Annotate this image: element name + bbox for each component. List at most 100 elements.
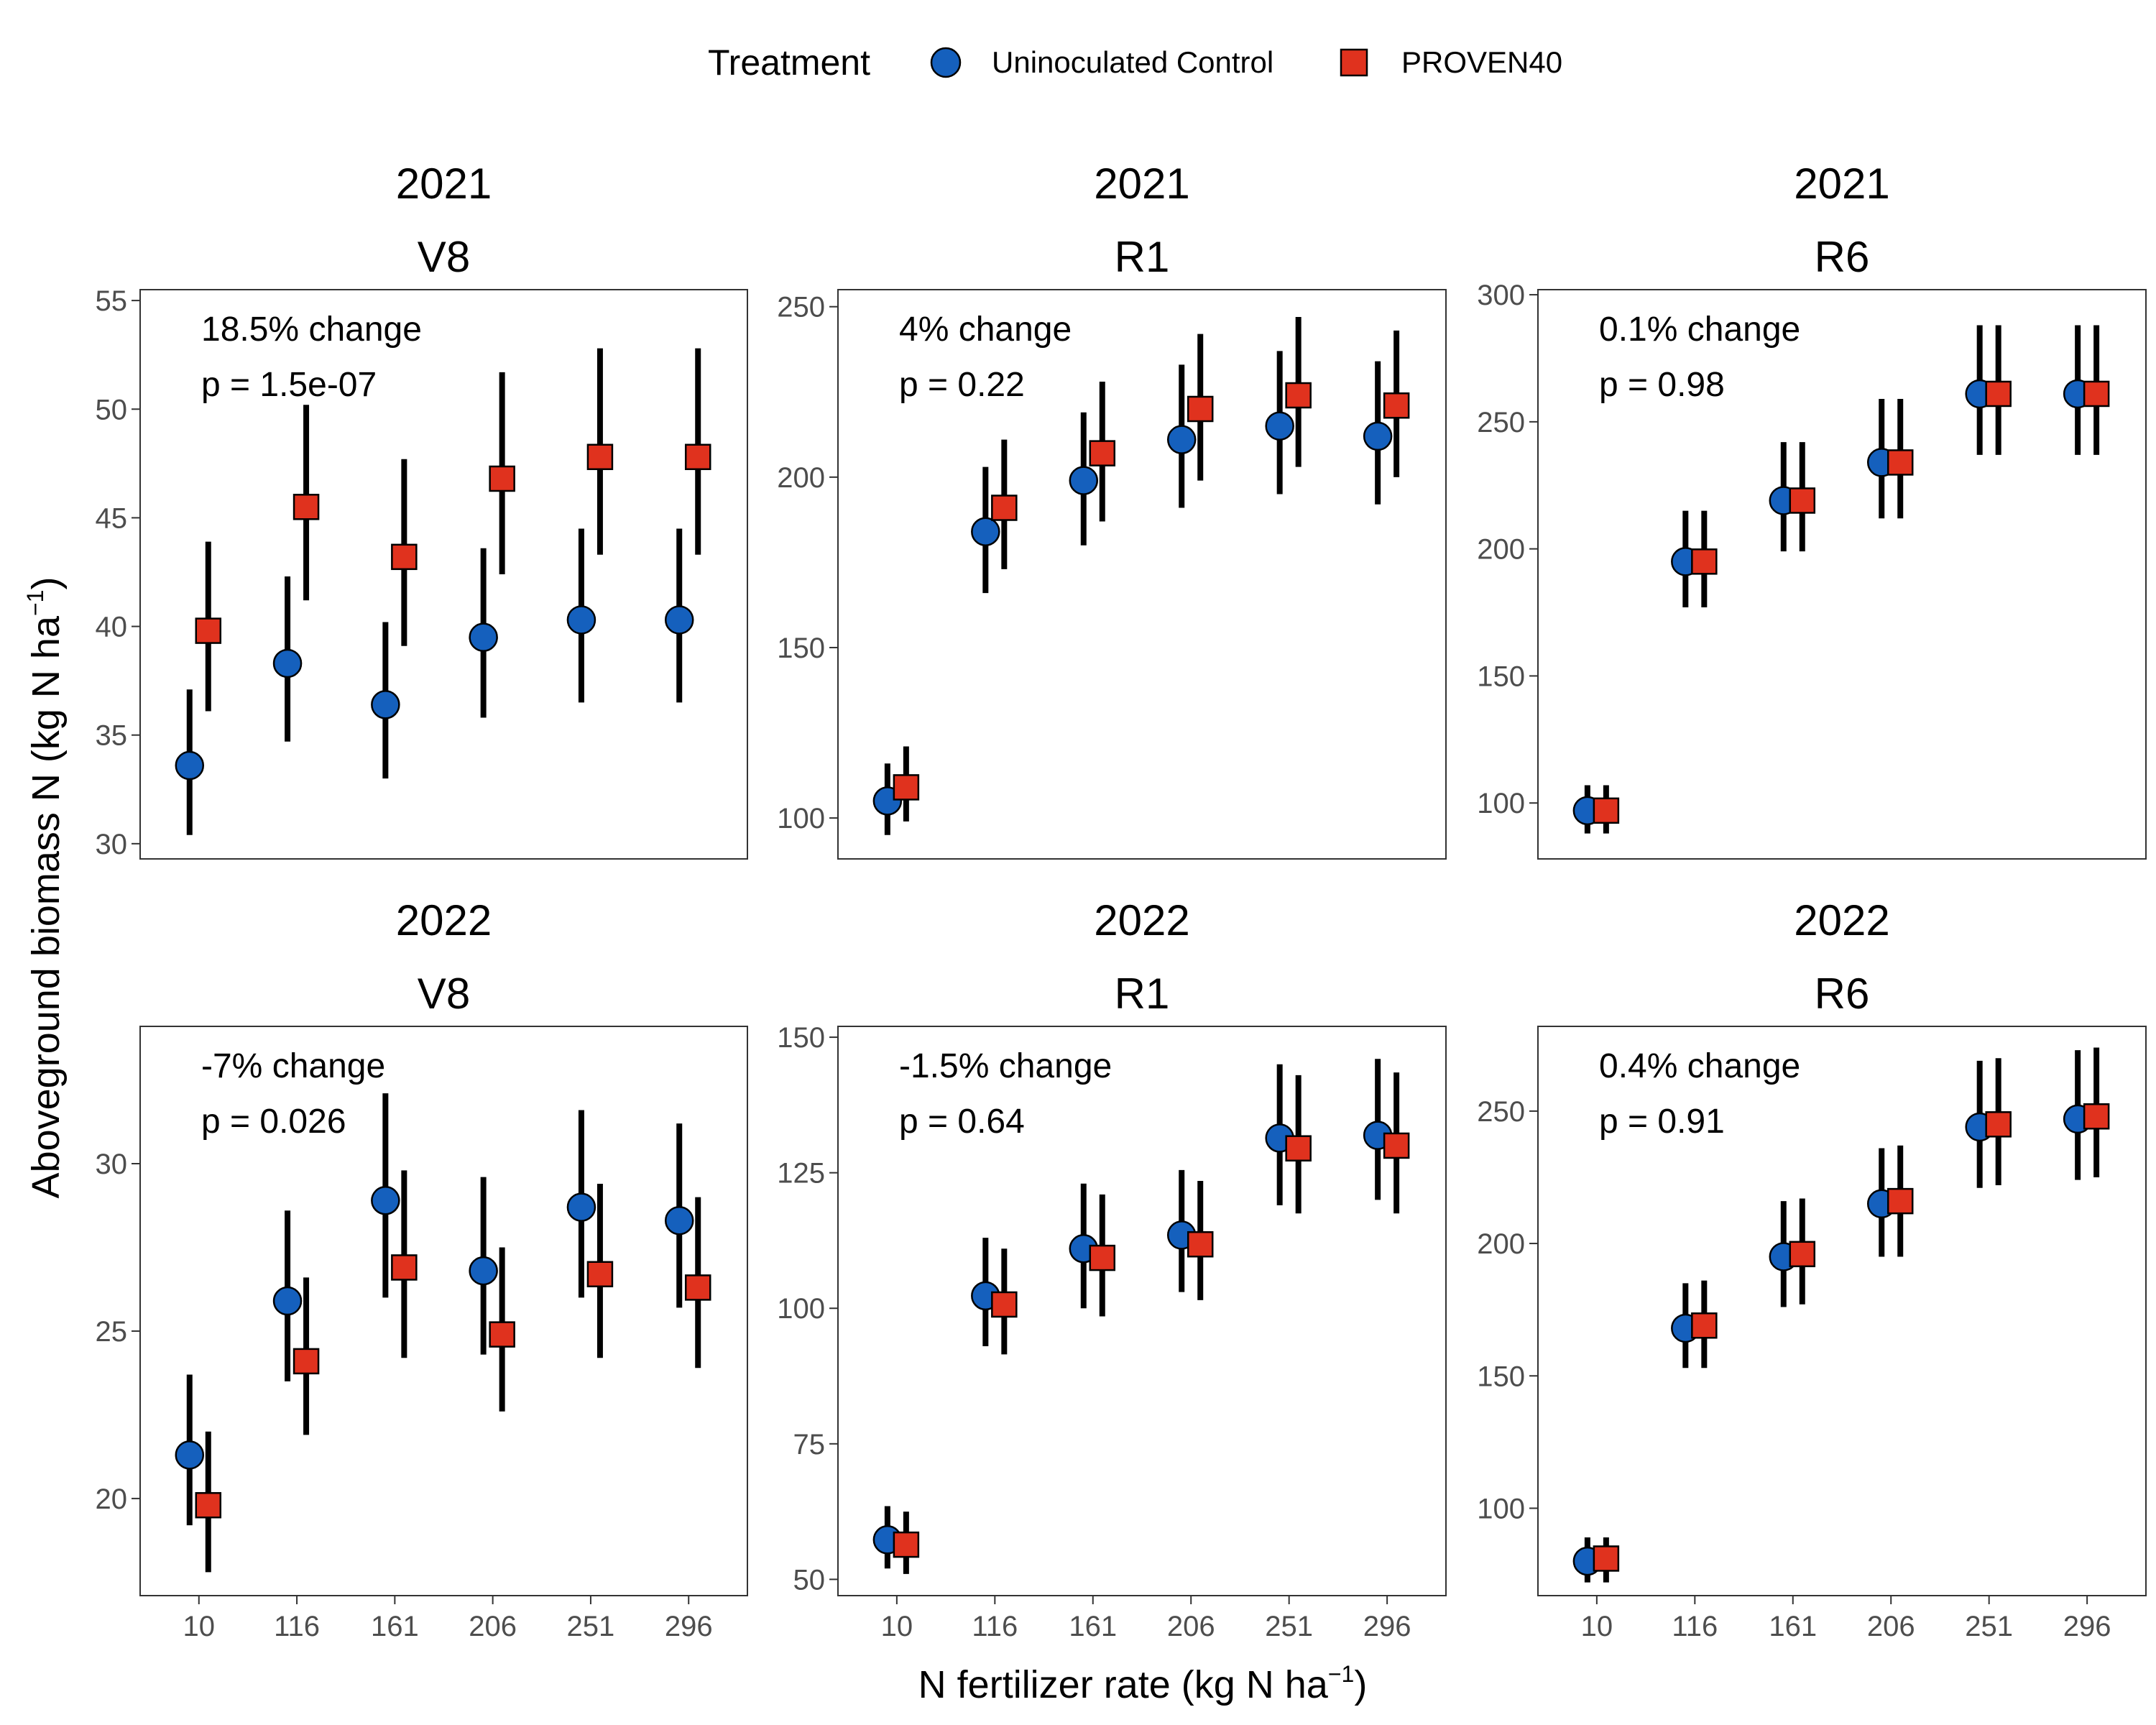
data-point-proven40 bbox=[1886, 449, 1914, 476]
data-point-proven40 bbox=[586, 1261, 614, 1288]
data-point-control bbox=[664, 1205, 694, 1236]
panel-2021-v8: 2021 V8 30 35 40 45 50 55 18.5% change p = 1.5e-0… bbox=[96, 160, 748, 860]
data-point-proven40 bbox=[489, 465, 515, 492]
panel-2022-v8: 2022 V8 20 25 30 10 116 161 206 251 296 -7% change p… bbox=[96, 896, 748, 1642]
panel-2022-r1: 2022 R1 50 75 100 125 150 10 116 161 206 251 296 -1.5… bbox=[777, 896, 1447, 1642]
data-point-proven40 bbox=[1593, 1545, 1620, 1572]
x-tick-label: 206 bbox=[469, 1611, 517, 1642]
data-point-proven40 bbox=[195, 617, 222, 644]
x-tick-label: 116 bbox=[274, 1611, 320, 1642]
axis-titles: N fertilizer rate (kg N ha−1) Abovegroun… bbox=[22, 577, 1367, 1706]
annotation-change: 18.5% change bbox=[201, 310, 422, 349]
y-tick-label: 150 bbox=[777, 1022, 825, 1054]
data-point-proven40 bbox=[1691, 1312, 1718, 1339]
data-point-proven40 bbox=[1089, 440, 1116, 466]
y-tick-label: 50 bbox=[96, 394, 128, 426]
data-point-proven40 bbox=[1285, 382, 1312, 409]
annotation-change: 0.4% change bbox=[1599, 1047, 1800, 1085]
data-point-proven40 bbox=[1691, 548, 1718, 575]
x-tick-label: 161 bbox=[371, 1611, 419, 1642]
panel-stage-label: R6 bbox=[1815, 970, 1870, 1018]
x-tick-label: 296 bbox=[665, 1611, 713, 1642]
data-point-proven40 bbox=[489, 1321, 515, 1348]
data-point-proven40 bbox=[1593, 797, 1620, 824]
x-tick-label: 116 bbox=[1672, 1611, 1718, 1642]
data-point-proven40 bbox=[684, 1274, 711, 1301]
y-tick-label: 75 bbox=[793, 1429, 826, 1460]
data-point-proven40 bbox=[195, 1491, 222, 1519]
y-tick-label: 150 bbox=[1477, 661, 1525, 692]
panel-year-label: 2021 bbox=[1794, 160, 1889, 208]
x-axis-title: N fertilizer rate (kg N ha−1) bbox=[918, 1661, 1368, 1706]
y-tick-label: 250 bbox=[777, 292, 825, 323]
panel-stage-label: R1 bbox=[1115, 970, 1170, 1018]
y-tick-label: 35 bbox=[96, 720, 128, 752]
data-point-proven40 bbox=[1187, 395, 1214, 423]
legend-marker-control bbox=[930, 47, 962, 78]
panels: 2021 V8 30 35 40 45 50 55 18.5% change p = 1.5e-0… bbox=[96, 160, 2147, 1642]
data-point-control bbox=[175, 750, 205, 781]
data-point-control bbox=[272, 1286, 303, 1316]
data-point-proven40 bbox=[391, 543, 418, 571]
data-point-proven40 bbox=[586, 443, 614, 471]
data-point-proven40 bbox=[292, 1348, 320, 1375]
y-tick-label: 25 bbox=[96, 1316, 128, 1348]
annotation-change: -7% change bbox=[201, 1047, 385, 1085]
y-tick-label: 100 bbox=[777, 803, 825, 834]
panel-stage-label: V8 bbox=[418, 970, 470, 1018]
panel-2021-r6: 2021 R6 100 150 200 250 300 0.1% change p = 0.98 bbox=[1477, 160, 2147, 860]
y-tick-label: 250 bbox=[1477, 407, 1525, 438]
data-point-control bbox=[566, 605, 596, 635]
data-point-proven40 bbox=[1789, 487, 1816, 514]
data-point-proven40 bbox=[893, 1531, 920, 1558]
data-point-proven40 bbox=[2083, 1103, 2110, 1130]
data-point-proven40 bbox=[1985, 380, 2012, 408]
data-point-proven40 bbox=[991, 494, 1018, 521]
panel-2022-r6: 2022 R6 100 150 200 250 10 116 161 206 251 296 0.4% … bbox=[1477, 896, 2147, 1642]
annotation-p-value: p = 0.026 bbox=[201, 1103, 346, 1141]
x-tick-label: 251 bbox=[1265, 1611, 1313, 1642]
annotation-p-value: p = 0.22 bbox=[899, 366, 1025, 404]
y-tick-label: 125 bbox=[777, 1158, 825, 1190]
x-tick-label: 10 bbox=[183, 1611, 216, 1642]
panel-year-label: 2021 bbox=[396, 160, 492, 208]
panel-border bbox=[837, 1026, 1447, 1596]
x-tick-label: 206 bbox=[1867, 1611, 1915, 1642]
data-point-control bbox=[1069, 466, 1099, 495]
data-point-control bbox=[175, 1440, 205, 1470]
y-tick-label: 45 bbox=[96, 502, 128, 534]
y-tick-label: 100 bbox=[1477, 788, 1525, 819]
data-point-proven40 bbox=[391, 1254, 418, 1281]
data-point-control bbox=[1363, 421, 1393, 451]
annotation-p-value: p = 0.91 bbox=[1599, 1103, 1725, 1141]
data-point-proven40 bbox=[1789, 1241, 1816, 1268]
y-tick-label: 150 bbox=[777, 632, 825, 664]
data-point-proven40 bbox=[893, 774, 920, 801]
data-point-proven40 bbox=[1886, 1187, 1914, 1215]
panel-border bbox=[1537, 289, 2147, 860]
y-tick-label: 250 bbox=[1477, 1096, 1525, 1128]
panel-border bbox=[139, 289, 748, 860]
y-axis-title: Aboveground biomass N (kg N ha−1) bbox=[22, 577, 68, 1199]
panel-year-label: 2022 bbox=[1794, 896, 1889, 944]
panel-stage-label: R1 bbox=[1115, 233, 1170, 281]
y-tick-label: 200 bbox=[1477, 534, 1525, 566]
y-tick-label: 55 bbox=[96, 285, 128, 317]
legend-label-control: Uninoculated Control bbox=[992, 45, 1273, 79]
data-point-control bbox=[1265, 411, 1294, 441]
data-point-control bbox=[566, 1192, 596, 1222]
annotation-p-value: p = 0.98 bbox=[1599, 366, 1725, 404]
data-point-control bbox=[1166, 425, 1197, 454]
panel-border bbox=[837, 289, 1447, 860]
data-point-control bbox=[371, 690, 400, 719]
annotation-p-value: p = 0.64 bbox=[899, 1103, 1025, 1141]
x-tick-label: 10 bbox=[1581, 1611, 1613, 1642]
y-tick-label: 100 bbox=[1477, 1493, 1525, 1524]
x-tick-label: 296 bbox=[1363, 1611, 1411, 1642]
legend: Treatment Uninoculated Control PROVEN40 bbox=[708, 42, 1562, 83]
y-tick-label: 30 bbox=[96, 1149, 128, 1180]
x-tick-label: 206 bbox=[1167, 1611, 1215, 1642]
y-tick-label: 50 bbox=[793, 1564, 826, 1596]
x-tick-label: 161 bbox=[1069, 1611, 1117, 1642]
annotation-change: -1.5% change bbox=[899, 1047, 1112, 1085]
